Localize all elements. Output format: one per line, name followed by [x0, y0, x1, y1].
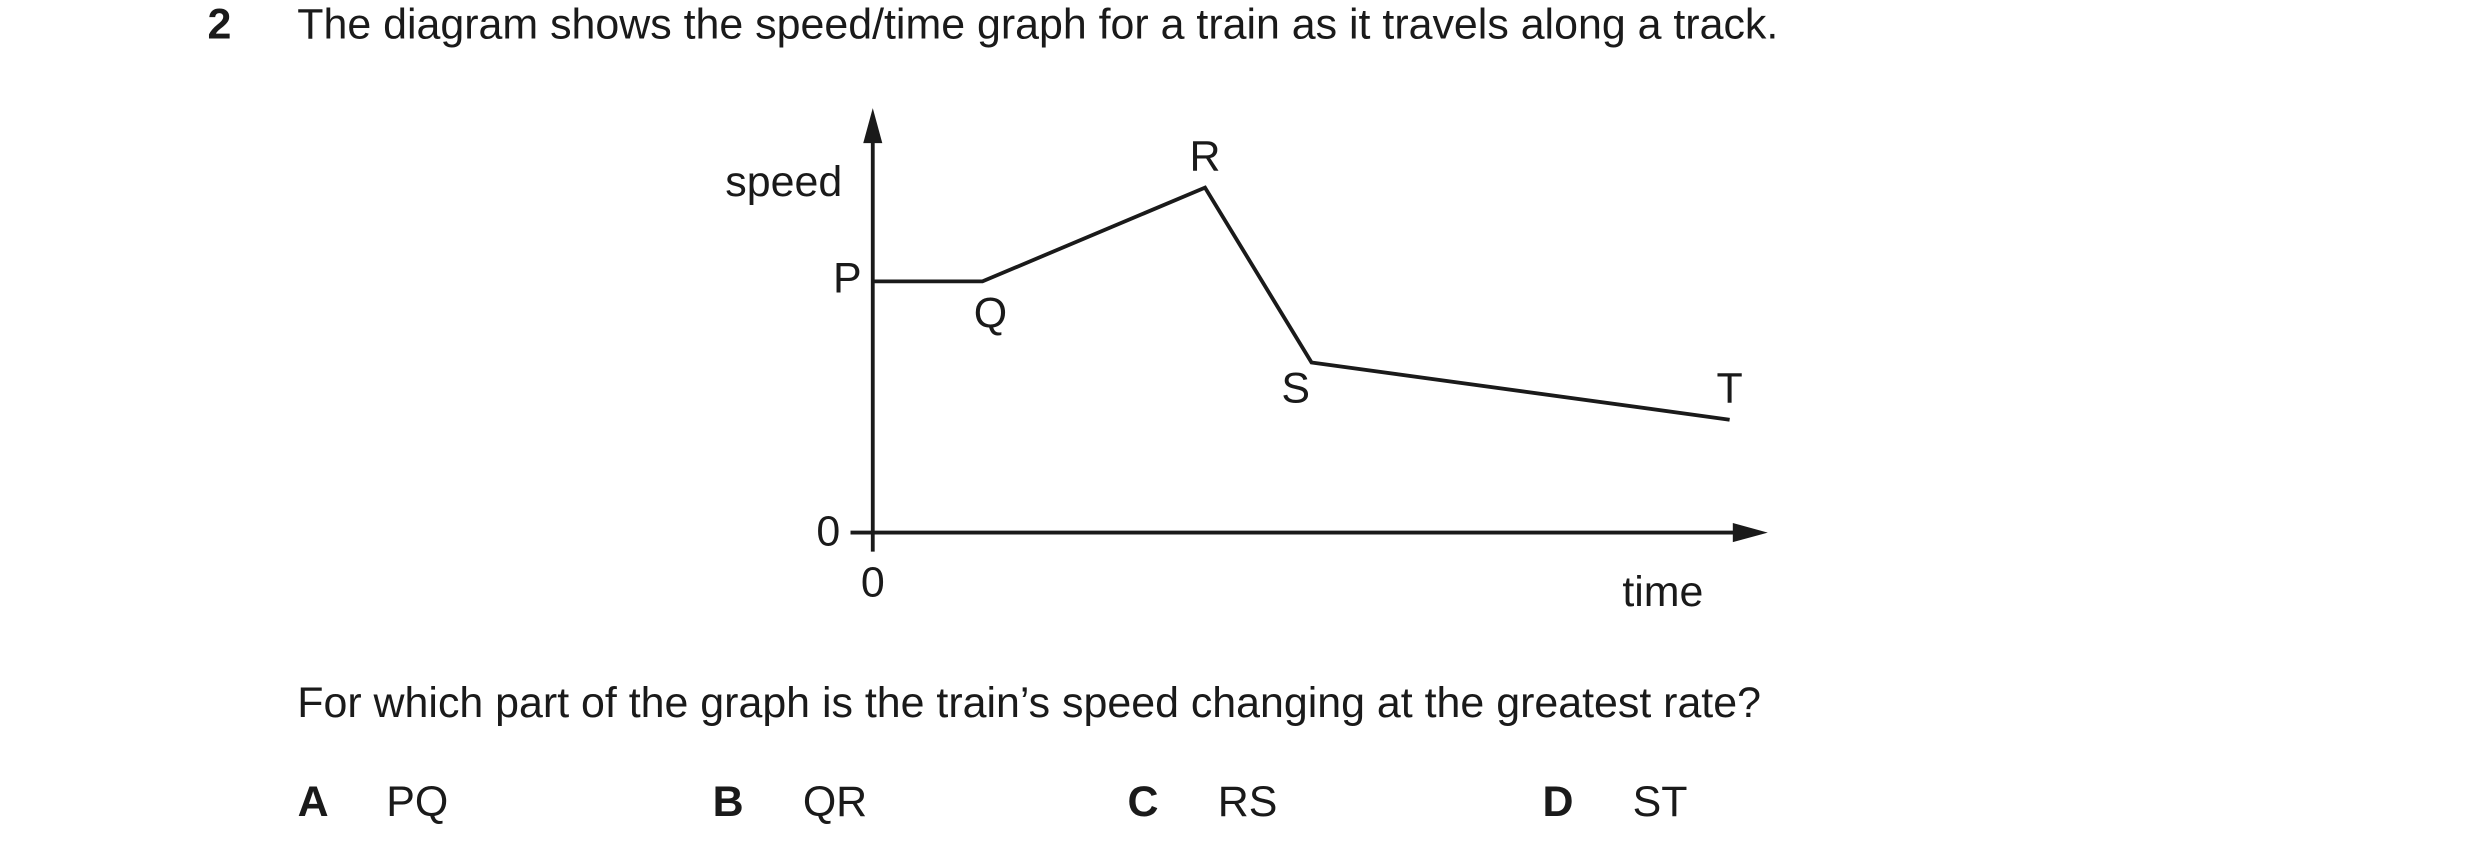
x-axis-arrow [1732, 523, 1768, 543]
y-axis-arrow [863, 108, 883, 144]
question-number: 2 [207, 0, 231, 48]
y-origin-label: 0 [816, 508, 840, 556]
point-label: Q [974, 290, 1007, 338]
question-prompt: For which part of the graph is the train… [297, 679, 1761, 727]
x-axis-label: time [1622, 568, 1703, 616]
option-text: QR [803, 778, 867, 826]
option-letter: D [1542, 778, 1573, 826]
option-text: PQ [386, 778, 448, 826]
speed-time-graph: speed time 0 0 P Q R S T [725, 108, 1768, 616]
y-axis-label: speed [725, 158, 842, 206]
question-stem: The diagram shows the speed/time graph f… [297, 0, 1778, 48]
point-label: P [833, 255, 862, 303]
x-origin-label: 0 [861, 558, 885, 606]
point-label: S [1281, 364, 1310, 412]
option-letter: B [713, 778, 744, 826]
option-letter: C [1128, 778, 1159, 826]
option-text: RS [1218, 778, 1278, 826]
point-label: T [1717, 364, 1743, 412]
point-label: R [1190, 132, 1221, 180]
graph-line [872, 185, 1730, 422]
option-letter: A [298, 778, 329, 826]
option-text: ST [1633, 778, 1688, 826]
